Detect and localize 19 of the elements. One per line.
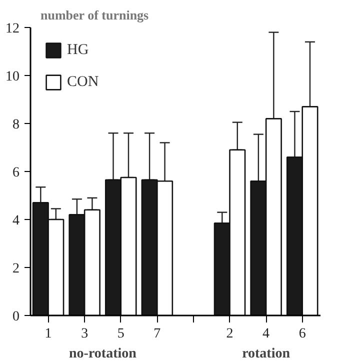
x-tick-label: 4 xyxy=(262,326,270,342)
text: no-rotation xyxy=(69,346,137,362)
x-tick-label: 5 xyxy=(117,326,124,342)
legend-label: HG xyxy=(67,42,89,58)
y-tick-label: 8 xyxy=(12,118,20,132)
y-tick-label: 2 xyxy=(12,262,20,276)
x-tick-label: 7 xyxy=(154,326,161,342)
y-tick-label: 12 xyxy=(6,22,20,36)
y-axis-title: number of turnings xyxy=(40,8,149,22)
y-tick-label: 6 xyxy=(12,166,20,180)
x-tick-label: 1 xyxy=(44,326,52,342)
legend-label: CON xyxy=(67,74,99,90)
x-tick-label: 6 xyxy=(298,326,306,342)
x-tick-label: 3 xyxy=(81,326,88,342)
y-tick-label: 0 xyxy=(12,310,20,324)
y-tick-label: 10 xyxy=(6,70,20,84)
y-tick-label: 4 xyxy=(12,214,20,228)
x-tick-label: 2 xyxy=(226,326,234,342)
text: rotation xyxy=(242,346,290,362)
